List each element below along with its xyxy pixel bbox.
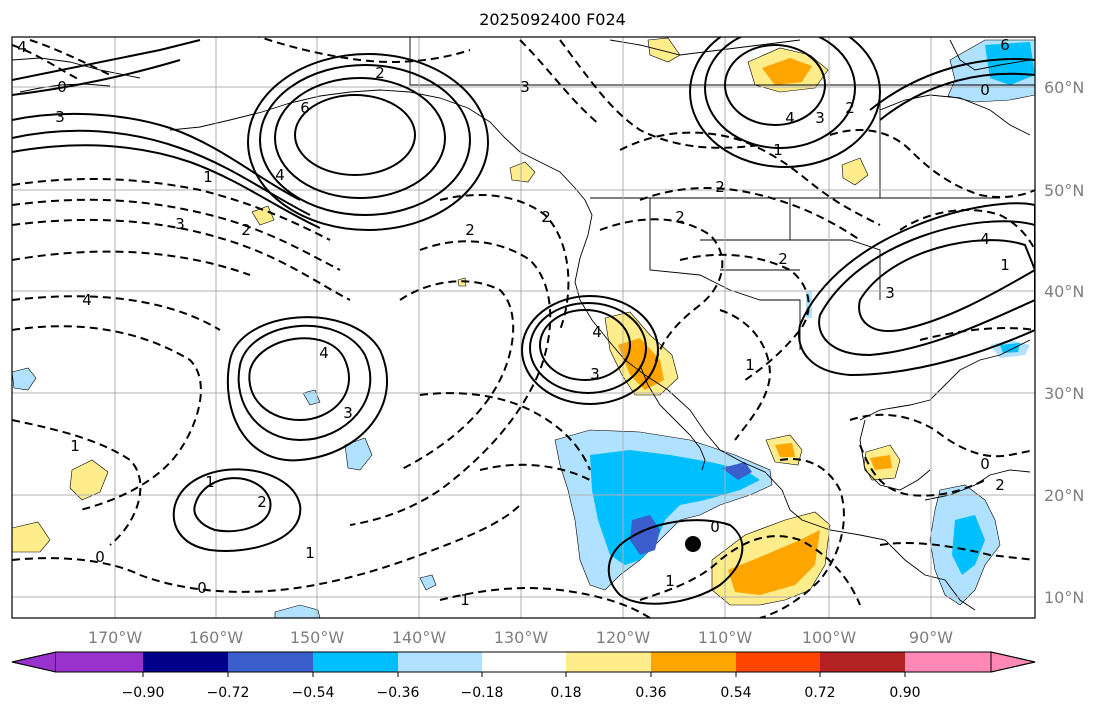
lon-label: 170°W (88, 628, 143, 647)
colorbar-tick-label: 0.90 (889, 685, 920, 701)
contour-label: 0 (95, 548, 105, 566)
contour-label: 1 (305, 544, 315, 562)
contour-label: 4 (319, 344, 329, 362)
colorbar-tick-label: −0.36 (377, 685, 420, 701)
lon-label: 130°W (494, 628, 549, 647)
colorbar-extend-low (11, 651, 57, 673)
colorbar-tick-label: −0.72 (207, 685, 250, 701)
colorbar-tick-label: −0.90 (122, 685, 165, 701)
contour-label: 4 (592, 323, 602, 341)
contour-label: 2 (778, 250, 788, 268)
contour-label: 3 (520, 78, 530, 96)
colorbar-segment (56, 652, 143, 672)
contour-label: 1 (773, 141, 783, 159)
contour-label: 2 (465, 221, 475, 239)
contour-label: 4 (980, 230, 990, 248)
contour-label: 1 (745, 356, 755, 374)
contour-label: 1 (460, 591, 470, 609)
lat-label: 60°N (1044, 78, 1084, 97)
contour-label: 0 (980, 81, 990, 99)
colorbar-segment (313, 652, 398, 672)
contour-labels: 4 0 3 6 1 4 2 3 6 2 4 3 2 1 0 2 3 2 4 4 … (17, 36, 1010, 609)
map-frame (11, 36, 1036, 619)
contour-label: 4 (275, 166, 285, 184)
contour-label: 4 (17, 38, 27, 56)
contour-label: 2 (675, 208, 685, 226)
contour-label: 3 (343, 404, 353, 422)
lon-label: 150°W (290, 628, 345, 647)
contour-label: 3 (175, 215, 185, 233)
colorbar-tick-label: −0.54 (292, 685, 335, 701)
lon-label: 140°W (392, 628, 447, 647)
lat-label: 30°N (1044, 384, 1084, 403)
lat-label: 10°N (1044, 588, 1084, 607)
colorbar-segment (905, 652, 991, 672)
longitude-labels: 170°W 160°W 150°W 140°W 130°W 120°W 110°… (88, 628, 953, 647)
map-title: 2025092400 F024 (479, 10, 626, 29)
lat-label: 50°N (1044, 181, 1084, 200)
map-area (12, 37, 1035, 618)
colorbar-tick-label: 0.18 (550, 685, 581, 701)
lon-label: 90°W (909, 628, 953, 647)
contour-label: 2 (715, 178, 725, 196)
colorbar-segment (398, 652, 482, 672)
contour-label: 0 (57, 78, 67, 96)
contour-label: 1 (205, 473, 215, 491)
colorbar-tick-label: 0.54 (720, 685, 751, 701)
colorbar-extend-high (990, 651, 1036, 673)
contour-label: 1 (665, 572, 675, 590)
contour-label: 0 (197, 579, 207, 597)
colorbar-segment (736, 652, 820, 672)
contour-label: 3 (815, 109, 825, 127)
colorbar-segment (482, 652, 566, 672)
contour-label: 6 (1000, 36, 1010, 54)
contour-label: 4 (82, 291, 92, 309)
contour-label: 1 (203, 168, 213, 186)
lon-label: 160°W (189, 628, 244, 647)
colorbar: −0.90 −0.72 −0.54 −0.36 −0.18 0.18 0.36 … (11, 651, 1036, 701)
lon-label: 120°W (596, 628, 651, 647)
colorbar-segment (651, 652, 736, 672)
contour-label: 2 (541, 208, 551, 226)
contour-label: 2 (375, 64, 385, 82)
contour-label: 1 (70, 437, 80, 455)
contour-label: 0 (710, 518, 720, 536)
contour-label: 3 (885, 284, 895, 302)
positive-contours (12, 37, 1035, 605)
positive-shading (12, 37, 901, 606)
colorbar-segment (143, 652, 228, 672)
contour-label: 3 (55, 108, 65, 126)
contour-label: 6 (300, 99, 310, 117)
contour-label: 2 (241, 221, 251, 239)
lon-label: 100°W (802, 628, 857, 647)
contour-label: 1 (1000, 256, 1010, 274)
contour-label: 4 (785, 109, 795, 127)
contour-label: 2 (845, 99, 855, 117)
contour-label: 0 (980, 455, 990, 473)
colorbar-tick-label: 0.72 (804, 685, 835, 701)
lat-label: 20°N (1044, 486, 1084, 505)
colorbar-segment (566, 652, 651, 672)
negative-contours (12, 37, 1035, 618)
lon-label: 110°W (698, 628, 753, 647)
colorbar-tick-label: −0.18 (461, 685, 504, 701)
lat-label: 40°N (1044, 282, 1084, 301)
contour-label: 3 (590, 365, 600, 383)
location-marker (685, 536, 701, 552)
colorbar-tick-label: 0.36 (635, 685, 666, 701)
contour-label: 2 (995, 476, 1005, 494)
colorbar-segment (228, 652, 313, 672)
colorbar-segment (820, 652, 905, 672)
contour-label: 2 (257, 493, 267, 511)
latitude-labels: 60°N 50°N 40°N 30°N 20°N 10°N (1044, 78, 1084, 607)
